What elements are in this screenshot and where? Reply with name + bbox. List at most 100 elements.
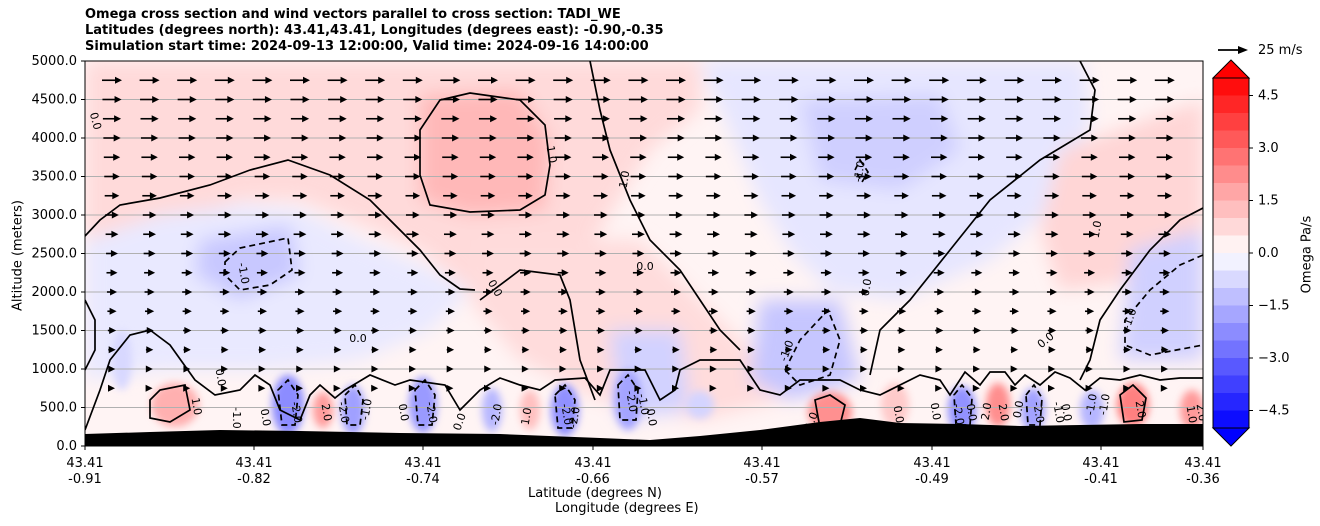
wind-arrow — [1155, 115, 1174, 123]
wind-arrow — [894, 192, 909, 200]
wind-arrow — [666, 96, 686, 103]
wind-arrow — [1008, 230, 1021, 238]
wind-arrow — [972, 384, 980, 392]
wind-arrow — [179, 173, 195, 180]
contour-zero-far-right — [1079, 207, 1203, 381]
wind-arrow — [780, 134, 798, 142]
wind-arrow — [892, 96, 912, 103]
wind-arrow — [521, 307, 531, 315]
wind-arrow — [669, 211, 683, 219]
wind-arrow — [144, 269, 156, 277]
wind-arrow — [1122, 288, 1133, 296]
wind-arrow — [781, 211, 796, 219]
x-tick-label-lat: 43.41 — [404, 456, 441, 471]
wind-arrow — [822, 384, 830, 392]
wind-arrow — [1155, 96, 1175, 103]
wind-arrow — [819, 192, 834, 200]
wind-arrow — [291, 134, 309, 142]
colorbar-tick-label: −4.5 — [1258, 404, 1290, 419]
x-axis-label-longitude: Longitude (degrees E) — [555, 501, 699, 516]
wind-arrow — [479, 153, 497, 161]
colorbar-tick-label: 0.0 — [1258, 246, 1279, 261]
wind-arrow — [784, 307, 794, 315]
colorbar-extend-bottom — [1211, 427, 1251, 447]
wind-arrow — [333, 365, 341, 373]
wind-arrow — [483, 327, 493, 334]
wind-arrow — [1160, 384, 1168, 392]
wind-arrow — [897, 346, 906, 354]
wind-arrow — [779, 96, 799, 103]
wind-arrow — [971, 269, 983, 277]
contour-zero-upper — [85, 159, 476, 291]
x-tick-label-lon: -0.82 — [237, 472, 271, 487]
wind-arrow — [667, 134, 685, 142]
wind-arrow — [632, 250, 645, 257]
wind-arrow — [933, 250, 946, 257]
wind-arrow — [932, 230, 946, 238]
wind-arrow — [102, 96, 122, 103]
wind-arrow — [817, 134, 836, 142]
wind-arrow — [666, 76, 686, 84]
wind-arrow — [743, 173, 759, 180]
wind-arrow — [516, 115, 535, 123]
wind-arrow — [1047, 307, 1057, 315]
wind-arrow — [478, 76, 498, 84]
wind-arrow — [332, 269, 344, 277]
field-positive-upper-left — [85, 61, 700, 290]
colorbar-tick-label: −1.5 — [1258, 299, 1290, 314]
wind-arrow — [1009, 307, 1019, 315]
wind-arrow — [972, 327, 981, 334]
wind-arrow — [444, 250, 457, 257]
wind-arrow — [1118, 134, 1136, 142]
wind-arrow — [369, 269, 381, 277]
wind-arrow — [747, 346, 755, 354]
wind-arrow — [483, 307, 493, 315]
wind-arrow — [1122, 307, 1132, 315]
wind-arrow — [783, 269, 795, 277]
wind-arrow — [366, 115, 385, 123]
wind-arrow — [554, 115, 573, 123]
wind-arrow — [182, 288, 193, 296]
wind-arrow — [629, 115, 648, 123]
wind-arrow — [631, 211, 646, 219]
wind-arrow — [747, 384, 755, 392]
wind-arrow — [1123, 346, 1131, 354]
wind-arrow — [367, 153, 384, 161]
wind-arrow — [1010, 365, 1018, 373]
wind-arrow — [854, 115, 874, 123]
wind-arrow — [1008, 269, 1020, 277]
wind-arrow — [294, 288, 306, 296]
wind-arrow — [744, 211, 759, 219]
contour-cell-2 — [277, 378, 299, 426]
wind-arrow — [595, 288, 606, 296]
contour-label: 0.0 — [636, 260, 654, 273]
wind-arrow — [366, 134, 384, 142]
wind-arrow — [592, 153, 609, 161]
colorbar-tick-label: 4.5 — [1258, 89, 1279, 104]
colorbar-bin — [1213, 200, 1249, 219]
colorbar-extend-top — [1211, 59, 1251, 79]
wind-arrow — [855, 134, 873, 142]
wind-arrow — [706, 211, 721, 219]
wind-arrow — [556, 211, 571, 219]
wind-arrow — [930, 134, 948, 142]
wind-arrow — [145, 307, 155, 315]
wind-arrow — [1005, 134, 1024, 142]
wind-arrow — [104, 173, 120, 180]
contour-label: 1.0 — [617, 170, 633, 189]
wind-arrow — [930, 115, 949, 123]
wind-arrow — [857, 211, 871, 219]
wind-arrow — [257, 307, 267, 315]
wind-arrow — [1119, 192, 1135, 200]
wind-arrow — [139, 76, 160, 84]
wind-arrow — [742, 134, 760, 142]
x-tick-label-lat: 43.41 — [1082, 456, 1119, 471]
wind-arrow — [296, 365, 304, 373]
wind-arrow — [891, 76, 912, 84]
x-tick-label-lon: -0.66 — [576, 472, 610, 487]
wind-arrow — [219, 288, 230, 296]
wind-arrow — [1123, 384, 1131, 392]
wind-arrow — [592, 134, 610, 142]
wind-arrow — [708, 269, 720, 277]
wind-vectors — [102, 76, 1175, 392]
